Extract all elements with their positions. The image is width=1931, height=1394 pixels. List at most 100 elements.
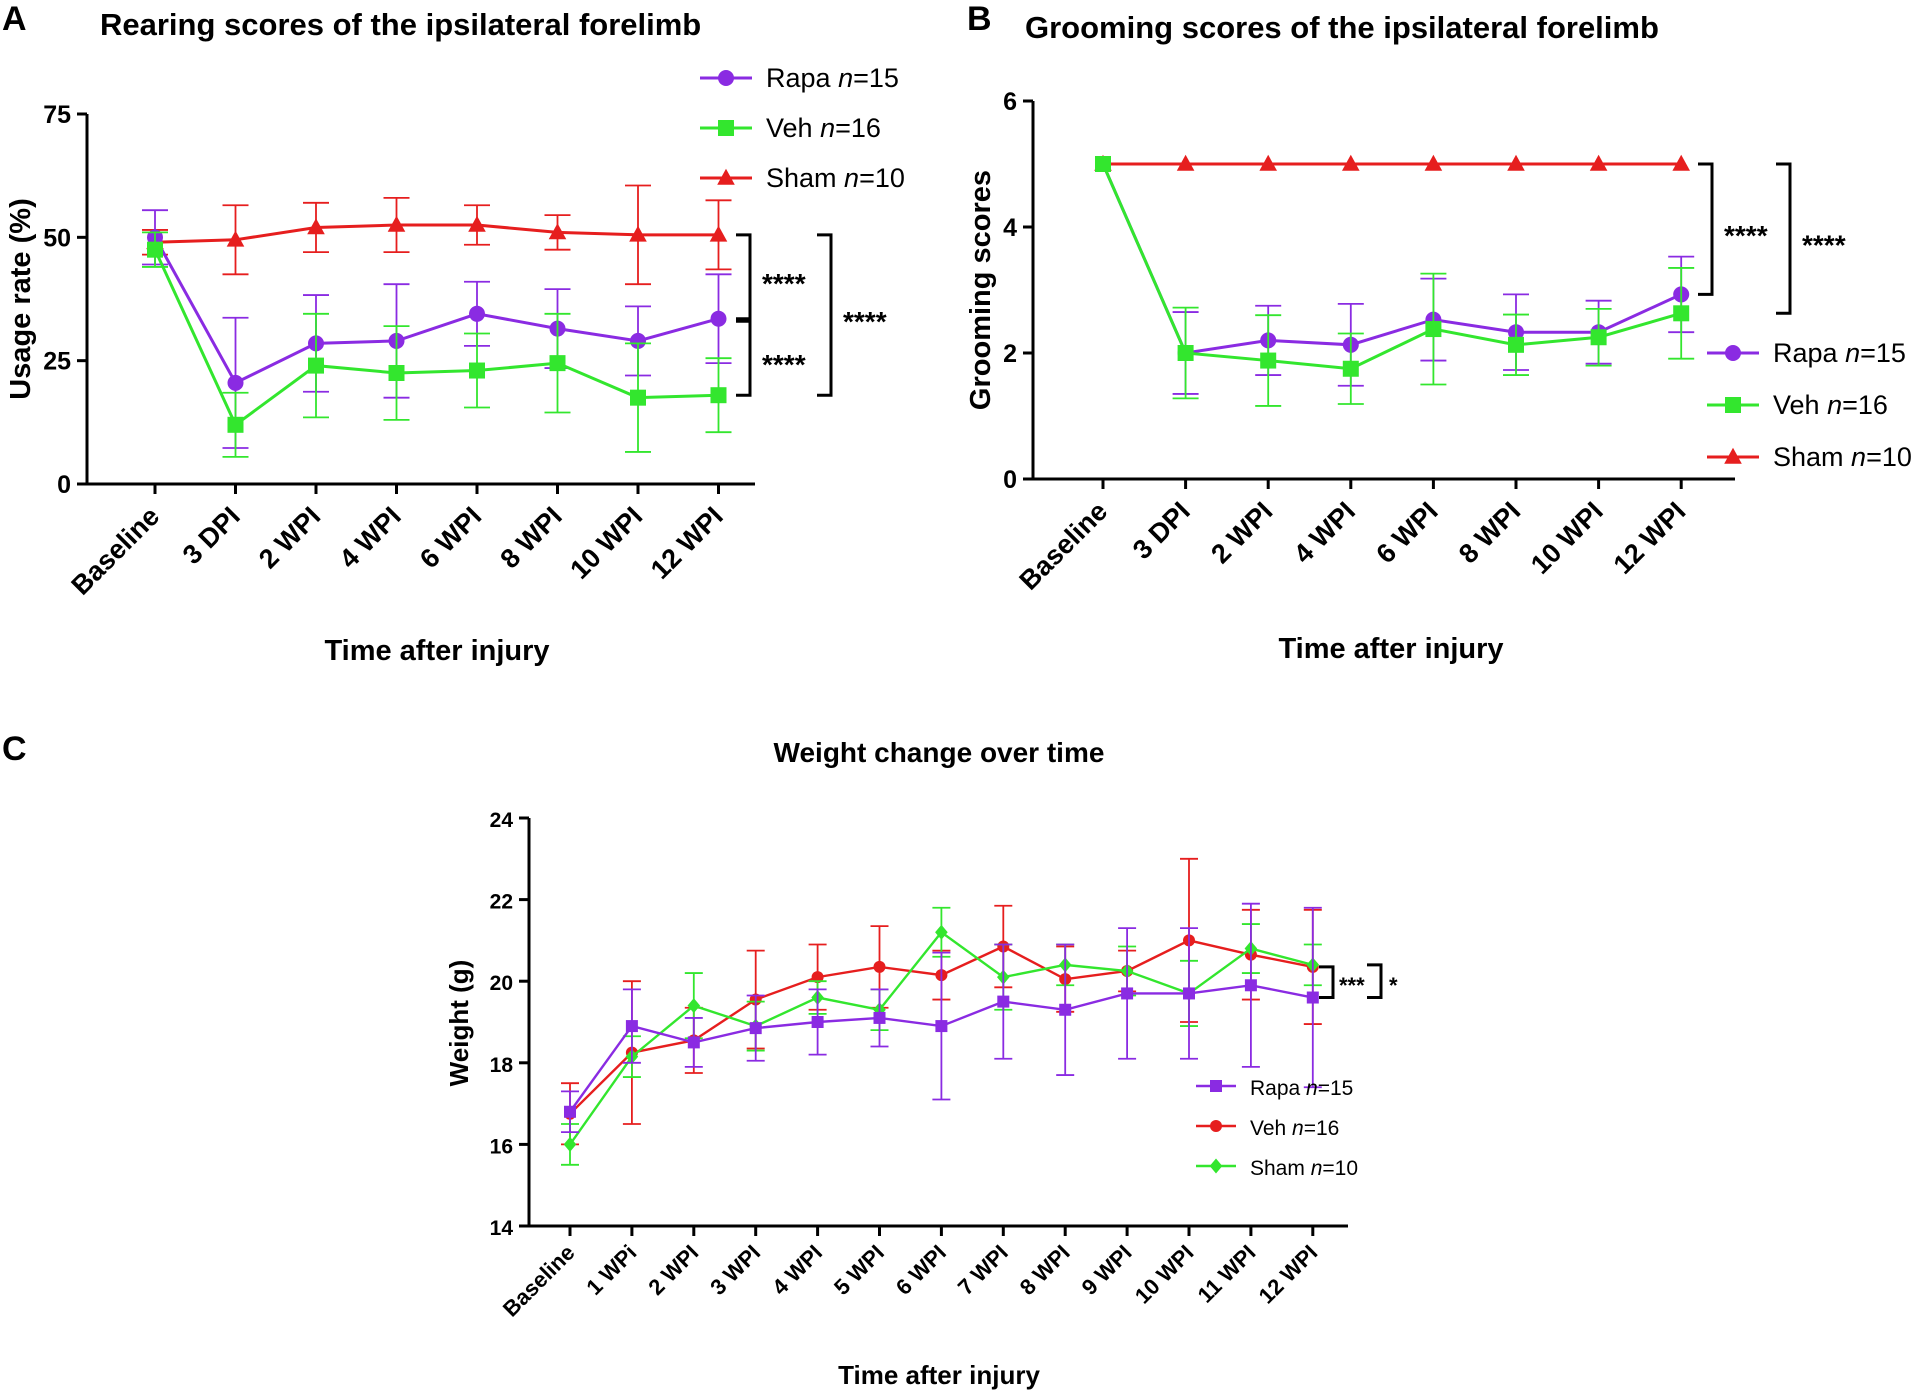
legend-n-symbol: n: [1306, 1077, 1318, 1100]
data-point: [1425, 321, 1442, 338]
sig-label: ***: [1339, 973, 1365, 998]
legend-label: Rapa n=15: [1250, 1077, 1353, 1100]
data-point: [1260, 352, 1277, 369]
data-point: [548, 223, 567, 240]
data-point: [307, 218, 325, 235]
legend-n-symbol: n: [1311, 1157, 1323, 1180]
legend-n-value: =15: [1318, 1077, 1354, 1100]
data-point: [625, 1020, 638, 1033]
sig-bracket-sham-rapa: [1367, 963, 1383, 1000]
legend-marker: [718, 70, 734, 86]
panel-letter-b: B: [967, 0, 992, 38]
data-point: [1306, 991, 1319, 1004]
series-line: [153, 236, 719, 385]
data-point: [935, 924, 948, 940]
data-point: [226, 230, 245, 247]
data-point: [469, 305, 485, 322]
legend-entry-sham: Sham n=10: [1196, 1157, 1358, 1180]
sig-bracket-sham-veh: [1776, 162, 1792, 315]
x-tick-label: 5 WPI: [829, 1240, 889, 1300]
data-point: [1176, 154, 1195, 171]
data-point: [1121, 987, 1134, 1000]
chart-title: Rearing scores of the ipsilateral foreli…: [100, 7, 701, 42]
legend-entry-sham: Sham n=10: [700, 163, 905, 193]
legend-marker: [1724, 447, 1742, 464]
legend-name: Veh: [1773, 390, 1827, 420]
series-rapa: [142, 209, 732, 449]
legend-marker: [718, 120, 734, 136]
legend-entry-rapa: Rapa n=15: [700, 63, 899, 93]
sig-label: *: [1389, 973, 1398, 998]
legend-n-symbol: n: [1845, 338, 1860, 368]
x-tick-label: 4 WPI: [767, 1240, 827, 1300]
data-point: [564, 1105, 576, 1118]
legend-label: Sham n=10: [1250, 1157, 1358, 1180]
data-point: [811, 1016, 824, 1028]
series-sham: [1094, 154, 1690, 171]
legend-name: Veh: [1250, 1117, 1292, 1140]
y-tick-label: 50: [43, 224, 71, 252]
x-tick-label: 8 WPI: [1453, 496, 1526, 569]
legend-entry-sham: Sham n=10: [1707, 442, 1912, 472]
legend-label: Sham n=10: [766, 163, 905, 193]
legend-marker: [1725, 345, 1741, 361]
legend-entry-veh: Veh n=16: [1707, 390, 1888, 420]
legend-n-value: =10: [1866, 442, 1912, 472]
data-point: [1342, 154, 1360, 171]
legend-n-value: =16: [1842, 390, 1888, 420]
legend-marker: [1209, 1158, 1223, 1174]
series-line: [1101, 163, 1682, 355]
chart-title: Grooming scores of the ipsilateral forel…: [1025, 10, 1659, 45]
legend-n-value: =15: [853, 63, 899, 93]
data-point: [388, 365, 405, 381]
series-veh: [142, 231, 732, 458]
legend-entry-rapa: Rapa n=15: [1707, 338, 1906, 368]
y-tick-label: 14: [490, 1217, 514, 1240]
data-point: [1589, 154, 1608, 171]
legend-label: Rapa n=15: [1773, 338, 1906, 368]
y-tick-label: 4: [1003, 214, 1017, 242]
legend-n-value: =16: [1304, 1117, 1340, 1140]
sig-label: ****: [762, 349, 806, 380]
data-point: [468, 215, 486, 232]
legend-name: Rapa: [1250, 1077, 1306, 1100]
data-point: [563, 1136, 577, 1152]
data-point: [709, 225, 728, 242]
data-point: [1507, 154, 1525, 171]
legend-entry-veh: Veh n=16: [700, 113, 881, 143]
data-point: [687, 998, 701, 1014]
sig-label: ****: [1724, 220, 1768, 251]
y-tick-label: 20: [490, 972, 513, 995]
sig-bracket-sham-rapa: [736, 233, 752, 321]
y-tick-label: 24: [490, 809, 514, 832]
data-point: [1672, 154, 1690, 171]
legend-marker: [717, 168, 735, 185]
legend-marker: [1210, 1080, 1222, 1092]
sig-bracket-sham-veh: [817, 233, 833, 397]
y-tick-label: 22: [490, 891, 513, 914]
x-tick-label: 3 DPI: [177, 501, 246, 570]
y-axis-label: Weight (g): [444, 960, 474, 1087]
legend-label: Sham n=10: [1773, 442, 1912, 472]
series-rapa: [561, 902, 1322, 1134]
x-tick-label: 3 DPI: [1127, 496, 1196, 565]
legend-n-symbol: n: [838, 63, 853, 93]
data-point: [1095, 156, 1111, 172]
sig-bracket-rapa-veh: [736, 319, 752, 397]
legend-label: Veh n=16: [1773, 390, 1888, 420]
panel-letter-c: C: [2, 730, 27, 768]
data-point: [749, 1022, 762, 1035]
data-point: [997, 995, 1010, 1008]
legend-name: Rapa: [766, 63, 838, 93]
x-axis-label: Time after injury: [324, 635, 549, 667]
data-point: [1673, 305, 1690, 322]
data-point: [1059, 1003, 1072, 1016]
y-tick-label: 18: [490, 1054, 514, 1077]
legend-n-symbol: n: [1292, 1117, 1304, 1140]
legend-n-symbol: n: [1827, 390, 1842, 420]
data-point: [873, 960, 886, 973]
data-point: [811, 971, 824, 984]
x-tick-label: 6 WPI: [891, 1240, 951, 1300]
chart-b-grooming: Grooming scores of the ipsilateral forel…: [965, 10, 1912, 665]
x-tick-label: 9 WPI: [1077, 1240, 1137, 1300]
